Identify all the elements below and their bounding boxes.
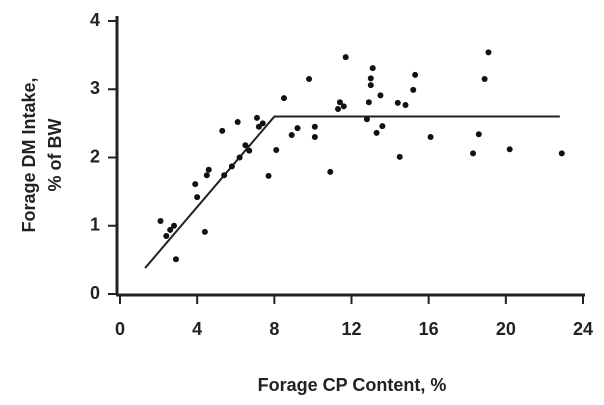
x-axis-label: Forage CP Content, % bbox=[258, 375, 447, 395]
data-point bbox=[163, 232, 170, 239]
data-point bbox=[481, 76, 488, 83]
x-tick-label: 4 bbox=[192, 319, 202, 339]
data-point bbox=[157, 217, 164, 224]
data-point bbox=[334, 106, 341, 113]
data-point bbox=[402, 101, 409, 108]
data-point bbox=[342, 54, 349, 61]
y-tick-label: 2 bbox=[90, 146, 100, 166]
data-point bbox=[253, 114, 260, 121]
data-point bbox=[394, 99, 401, 106]
data-point bbox=[242, 142, 249, 149]
data-point bbox=[558, 150, 565, 157]
data-point bbox=[234, 119, 241, 126]
data-point bbox=[246, 147, 253, 154]
y-tick-label: 1 bbox=[90, 215, 100, 235]
data-point bbox=[475, 131, 482, 138]
data-point bbox=[194, 194, 201, 201]
y-axis-label: % of BW bbox=[45, 118, 65, 191]
data-point bbox=[288, 131, 295, 138]
y-tick-label: 3 bbox=[90, 78, 100, 98]
data-point bbox=[171, 222, 178, 229]
data-point bbox=[327, 168, 334, 175]
data-point bbox=[203, 172, 210, 179]
data-point bbox=[485, 49, 492, 56]
fit-line bbox=[144, 115, 560, 269]
data-point bbox=[205, 166, 212, 173]
x-tick-label: 20 bbox=[496, 319, 516, 339]
data-point bbox=[367, 75, 374, 82]
data-point bbox=[340, 103, 347, 110]
data-point bbox=[221, 172, 228, 179]
data-point bbox=[379, 123, 386, 130]
data-point bbox=[427, 134, 434, 141]
data-point bbox=[367, 82, 374, 89]
x-tick-label: 8 bbox=[269, 319, 279, 339]
data-point bbox=[311, 134, 318, 141]
data-point bbox=[167, 226, 174, 233]
y-axis-label: Forage DM Intake, bbox=[19, 77, 39, 232]
data-point bbox=[219, 127, 226, 134]
x-tick-label: 16 bbox=[419, 319, 439, 339]
data-point bbox=[410, 86, 417, 93]
data-point bbox=[365, 99, 372, 106]
data-point bbox=[259, 120, 266, 127]
data-point bbox=[412, 71, 419, 78]
data-point bbox=[506, 146, 513, 153]
x-tick-label: 24 bbox=[573, 319, 593, 339]
data-point bbox=[363, 116, 370, 123]
y-tick-label: 0 bbox=[90, 283, 100, 303]
data-point bbox=[201, 228, 208, 235]
y-tick-label: 4 bbox=[90, 10, 100, 30]
data-point bbox=[192, 181, 199, 188]
data-point bbox=[369, 65, 376, 72]
data-point bbox=[280, 95, 287, 102]
x-tick-label: 0 bbox=[115, 319, 125, 339]
data-point bbox=[228, 163, 235, 170]
data-point bbox=[336, 99, 343, 106]
x-tick-label: 12 bbox=[341, 319, 361, 339]
data-point bbox=[373, 129, 380, 136]
data-point bbox=[294, 125, 301, 132]
data-point bbox=[273, 146, 280, 153]
data-point bbox=[306, 76, 313, 83]
data-point bbox=[255, 123, 262, 130]
data-point bbox=[470, 150, 477, 157]
data-point bbox=[265, 172, 272, 179]
data-point bbox=[396, 153, 403, 160]
data-point bbox=[236, 154, 243, 161]
data-point bbox=[377, 92, 384, 99]
data-point bbox=[311, 123, 318, 130]
data-point bbox=[172, 256, 179, 263]
